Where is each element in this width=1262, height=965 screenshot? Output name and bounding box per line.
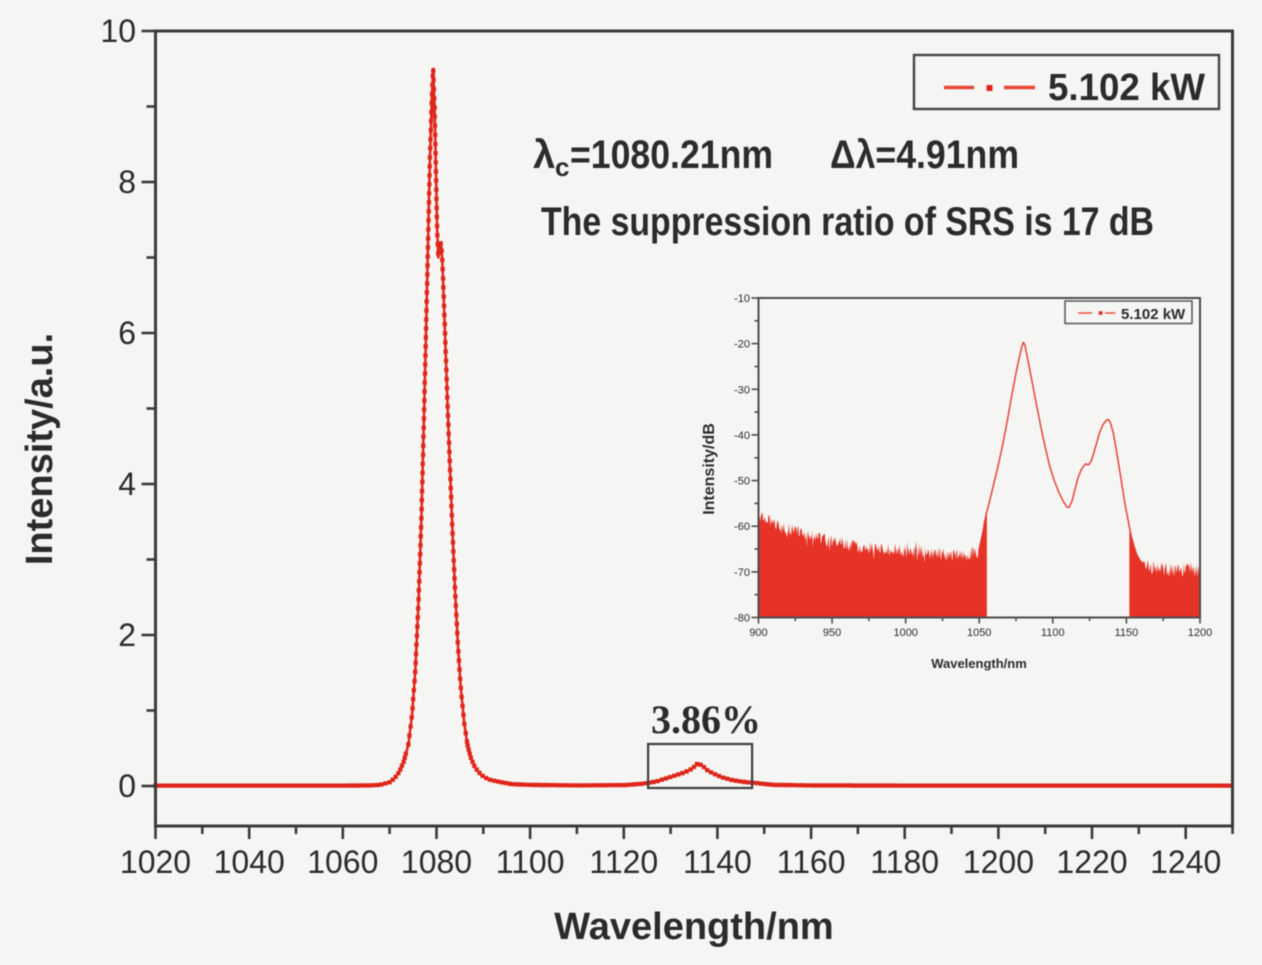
svg-text:1120: 1120: [589, 844, 658, 880]
svg-text:0: 0: [118, 768, 136, 804]
svg-text:The suppression ratio of SRS i: The suppression ratio of SRS is 17 dB: [541, 200, 1154, 244]
svg-text:Intensity/a.u.: Intensity/a.u.: [19, 333, 61, 565]
svg-text:1160: 1160: [777, 844, 846, 880]
svg-text:1200: 1200: [963, 844, 1034, 880]
svg-text:-20: -20: [734, 339, 750, 351]
svg-text:-80: -80: [734, 613, 750, 625]
svg-text:1020: 1020: [120, 844, 191, 880]
svg-text:1150: 1150: [1115, 627, 1139, 639]
svg-text:1200: 1200: [1188, 627, 1212, 639]
svg-text:=1080.21nm: =1080.21nm: [570, 133, 773, 177]
svg-text:1240: 1240: [1150, 844, 1221, 880]
svg-text:1220: 1220: [1056, 844, 1127, 880]
svg-text:-60: -60: [734, 521, 750, 533]
svg-text:6: 6: [118, 315, 136, 351]
svg-text:1000: 1000: [893, 627, 917, 639]
svg-text:5.102 kW: 5.102 kW: [1121, 306, 1186, 323]
svg-text:Δλ=4.91nm: Δλ=4.91nm: [830, 133, 1019, 177]
svg-text:-30: -30: [734, 384, 750, 396]
svg-text:c: c: [555, 152, 569, 182]
svg-text:-10: -10: [734, 293, 750, 305]
svg-text:1080: 1080: [401, 844, 472, 880]
svg-text:900: 900: [749, 627, 767, 639]
svg-text:1040: 1040: [214, 844, 285, 880]
svg-text:1140: 1140: [683, 844, 752, 880]
svg-text:Intensity/dB: Intensity/dB: [701, 423, 718, 515]
svg-text:10: 10: [100, 13, 136, 49]
svg-text:5.102 kW: 5.102 kW: [1048, 67, 1205, 109]
svg-text:λ: λ: [533, 133, 555, 177]
svg-text:4: 4: [118, 466, 136, 502]
svg-text:1180: 1180: [870, 844, 939, 880]
svg-text:2: 2: [118, 617, 136, 653]
svg-text:Wavelength/nm: Wavelength/nm: [931, 656, 1027, 671]
svg-text:3.86%: 3.86%: [651, 697, 761, 742]
svg-text:-40: -40: [734, 430, 750, 442]
svg-text:Wavelength/nm: Wavelength/nm: [554, 906, 833, 948]
svg-text:-50: -50: [734, 476, 750, 488]
svg-text:-70: -70: [734, 567, 750, 579]
svg-text:950: 950: [823, 627, 841, 639]
svg-text:1100: 1100: [1041, 627, 1065, 639]
svg-text:1100: 1100: [496, 844, 565, 880]
svg-text:1060: 1060: [307, 844, 378, 880]
svg-text:1050: 1050: [967, 627, 991, 639]
svg-text:8: 8: [118, 164, 136, 200]
